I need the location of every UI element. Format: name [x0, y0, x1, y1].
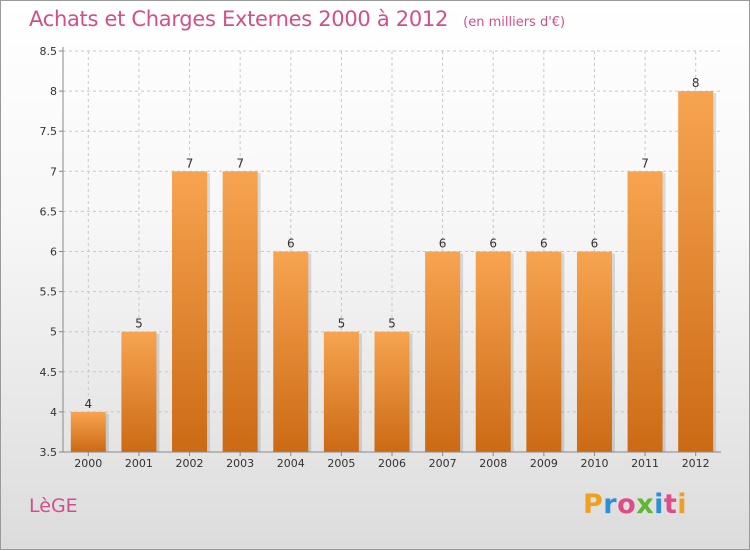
- bar-value-label: 6: [439, 237, 447, 251]
- bar: [526, 251, 562, 452]
- bar-value-label: 6: [591, 237, 599, 251]
- y-tick-label: 5.5: [40, 286, 58, 299]
- y-tick-label: 4.5: [40, 366, 58, 379]
- x-tick-label: 2005: [327, 457, 355, 470]
- bar: [323, 331, 359, 452]
- x-tick-label: 2009: [530, 457, 558, 470]
- bar: [172, 171, 208, 453]
- logo-letter: x: [636, 489, 655, 520]
- bar-value-label: 6: [489, 237, 497, 251]
- y-tick-label: 3.5: [40, 446, 58, 459]
- bar-value-label: 7: [236, 156, 244, 170]
- y-tick-label: 8: [50, 85, 57, 98]
- y-tick-label: 7.5: [40, 125, 58, 138]
- logo-letter: P: [583, 489, 604, 520]
- bar: [425, 251, 461, 452]
- bar: [222, 171, 258, 453]
- y-tick-label: 7: [50, 165, 57, 178]
- x-tick-label: 2010: [580, 457, 608, 470]
- bar: [678, 91, 714, 452]
- bar-value-label: 8: [692, 76, 700, 90]
- x-tick-label: 2003: [226, 457, 254, 470]
- logo-letter: o: [617, 489, 637, 520]
- y-tick-label: 6.5: [40, 205, 58, 218]
- bar: [576, 251, 612, 452]
- x-tick-label: 2000: [74, 457, 102, 470]
- bar: [121, 331, 157, 452]
- commune-name: LèGE: [29, 495, 78, 517]
- bar-value-label: 6: [540, 237, 548, 251]
- y-tick-label: 5: [50, 326, 57, 339]
- logo-letter: t: [663, 489, 678, 520]
- bar: [627, 171, 663, 453]
- x-tick-label: 2002: [176, 457, 204, 470]
- bar-value-label: 7: [186, 156, 194, 170]
- x-tick-label: 2011: [631, 457, 659, 470]
- chart-title: Achats et Charges Externes 2000 à 2012: [29, 7, 449, 31]
- bar-value-label: 5: [338, 317, 346, 331]
- chart-subtitle: (en milliers d'€): [463, 15, 566, 30]
- bar-value-label: 4: [84, 397, 92, 411]
- bar: [374, 331, 410, 452]
- y-tick-label: 8.5: [40, 45, 58, 58]
- bar: [273, 251, 309, 452]
- y-tick-label: 6: [50, 246, 57, 259]
- bar: [475, 251, 511, 452]
- x-tick-label: 2006: [378, 457, 406, 470]
- x-tick-label: 2008: [479, 457, 507, 470]
- axes: 3.5 4 4.5 5 5.5 6 6.5 7 7.5 8 8.5 2000 2001 2002 2003 2…: [40, 45, 721, 470]
- bar: [70, 411, 106, 452]
- bar-value-label: 7: [641, 156, 649, 170]
- bars: 4 5 7 7 6 5 5 6 6 6 6 7 8: [70, 76, 717, 453]
- x-tick-label: 2012: [682, 457, 710, 470]
- y-tick-label: 4: [50, 406, 57, 419]
- x-tick-label: 2001: [125, 457, 153, 470]
- bar-value-label: 5: [388, 317, 396, 331]
- bar-value-label: 6: [287, 237, 295, 251]
- x-tick-label: 2007: [429, 457, 457, 470]
- bar-value-label: 5: [135, 317, 143, 331]
- logo-letter: r: [603, 489, 618, 520]
- x-tick-label: 2004: [277, 457, 305, 470]
- logo-letter: i: [654, 489, 664, 520]
- proxiti-logo[interactable]: Proxiti: [583, 489, 687, 520]
- title-row: Achats et Charges Externes 2000 à 2012 (…: [29, 7, 565, 31]
- logo-letter: i: [677, 489, 688, 520]
